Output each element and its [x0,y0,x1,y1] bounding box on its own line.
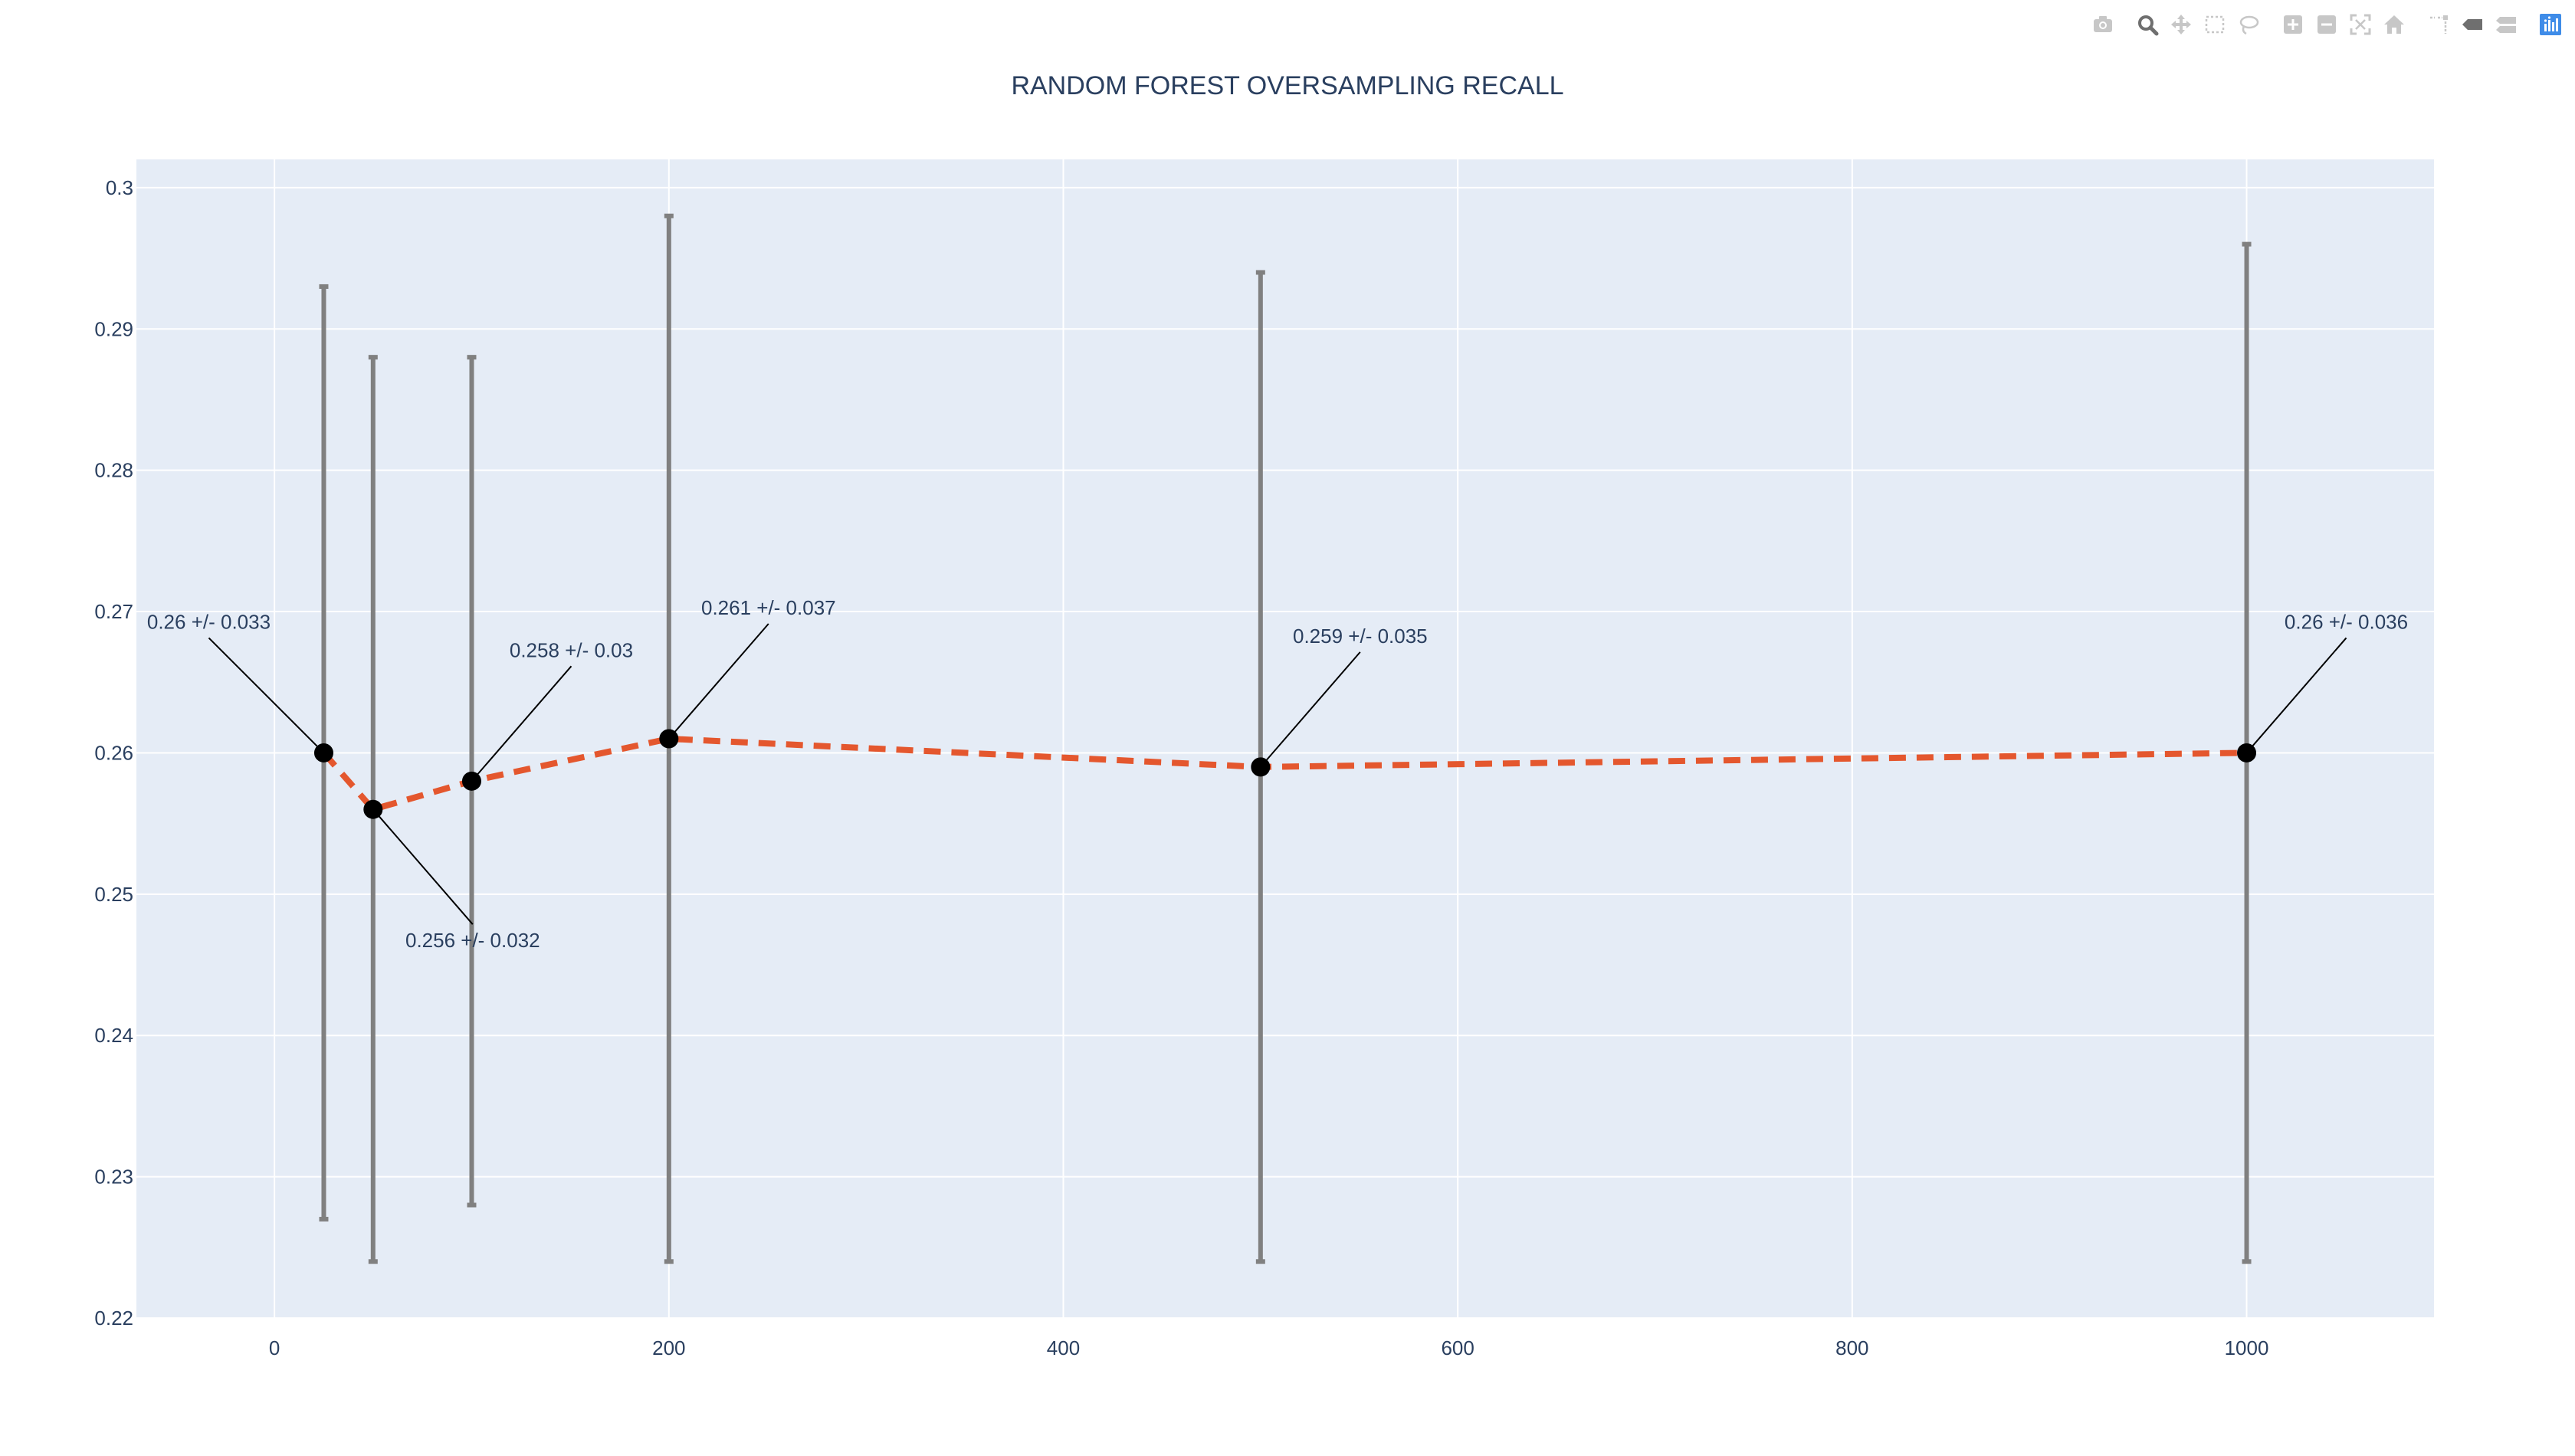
y-tick-label: 0.24 [94,1024,133,1047]
y-tick-label: 0.25 [94,883,133,906]
box-select-icon [2205,15,2225,34]
hover-closest-icon [2462,19,2482,30]
autoscale-icon [2350,14,2371,35]
x-tick-label: 0 [269,1336,280,1359]
x-axis: 0 200 400 600 800 1000 [269,1336,2269,1359]
chart-title: RANDOM FOREST OVERSAMPLING RECALL [1011,71,1563,100]
zoom-in-icon [2284,15,2302,34]
x-tick-label: 1000 [2225,1336,2269,1359]
home-icon [2384,15,2404,34]
annotation-label: 0.256 +/- 0.032 [405,929,540,952]
hover-compare-button[interactable] [2489,9,2523,40]
y-tick-label: 0.3 [106,176,133,199]
spikelines-button[interactable] [2422,9,2455,40]
y-tick-label: 0.26 [94,741,133,764]
y-axis: 0.22 0.23 0.24 0.25 0.26 0.27 0.28 0.29 0.3 [94,176,133,1330]
pan-button[interactable] [2164,9,2198,40]
lasso-select-icon [2239,15,2259,35]
zoom-icon [2138,15,2159,36]
annotation-label: 0.258 +/- 0.03 [510,638,633,661]
y-tick-label: 0.22 [94,1307,133,1330]
x-tick-label: 800 [1835,1336,1868,1359]
lasso-select-button[interactable] [2232,9,2265,40]
box-select-button[interactable] [2198,9,2232,40]
annotation-arrow [2245,637,2347,754]
camera-button[interactable] [2086,9,2120,40]
pan-icon [2171,15,2191,34]
annotation-label: 0.259 +/- 0.035 [1293,625,1428,648]
x-tick-label: 600 [1441,1336,1474,1359]
annotations: 0.26 +/- 0.033 0.256 +/- 0.032 0.258 +/- 0… [147,596,2408,952]
annotation-arrow [372,808,474,925]
annotation-label: 0.26 +/- 0.036 [2285,610,2408,633]
spikelines-icon [2430,15,2448,34]
y-tick-label: 0.23 [94,1166,133,1189]
hover-closest-button[interactable] [2455,9,2489,40]
camera-icon [2094,16,2112,32]
annotation-label: 0.26 +/- 0.033 [147,610,271,633]
x-tick-label: 400 [1047,1336,1080,1359]
annotation-arrow [1260,651,1361,768]
annotation-arrow [668,623,769,739]
annotation-label: 0.261 +/- 0.037 [701,596,836,619]
plotly-logo-icon [2540,14,2561,35]
autoscale-button[interactable] [2344,9,2377,40]
y-tick-label: 0.29 [94,317,133,340]
zoom-in-button[interactable] [2276,9,2310,40]
annotation-arrow [208,637,325,754]
home-button[interactable] [2377,9,2411,40]
y-tick-label: 0.28 [94,459,133,482]
modebar [2086,9,2567,40]
zoom-button[interactable] [2131,9,2164,40]
plotly-logo-button[interactable] [2534,9,2567,40]
x-tick-label: 200 [652,1336,685,1359]
annotation-arrow [471,665,572,782]
series-line [321,735,2247,813]
hover-compare-icon [2496,17,2516,33]
zoom-out-button[interactable] [2310,9,2344,40]
y-tick-label: 0.27 [94,600,133,623]
zoom-out-icon [2318,15,2336,34]
